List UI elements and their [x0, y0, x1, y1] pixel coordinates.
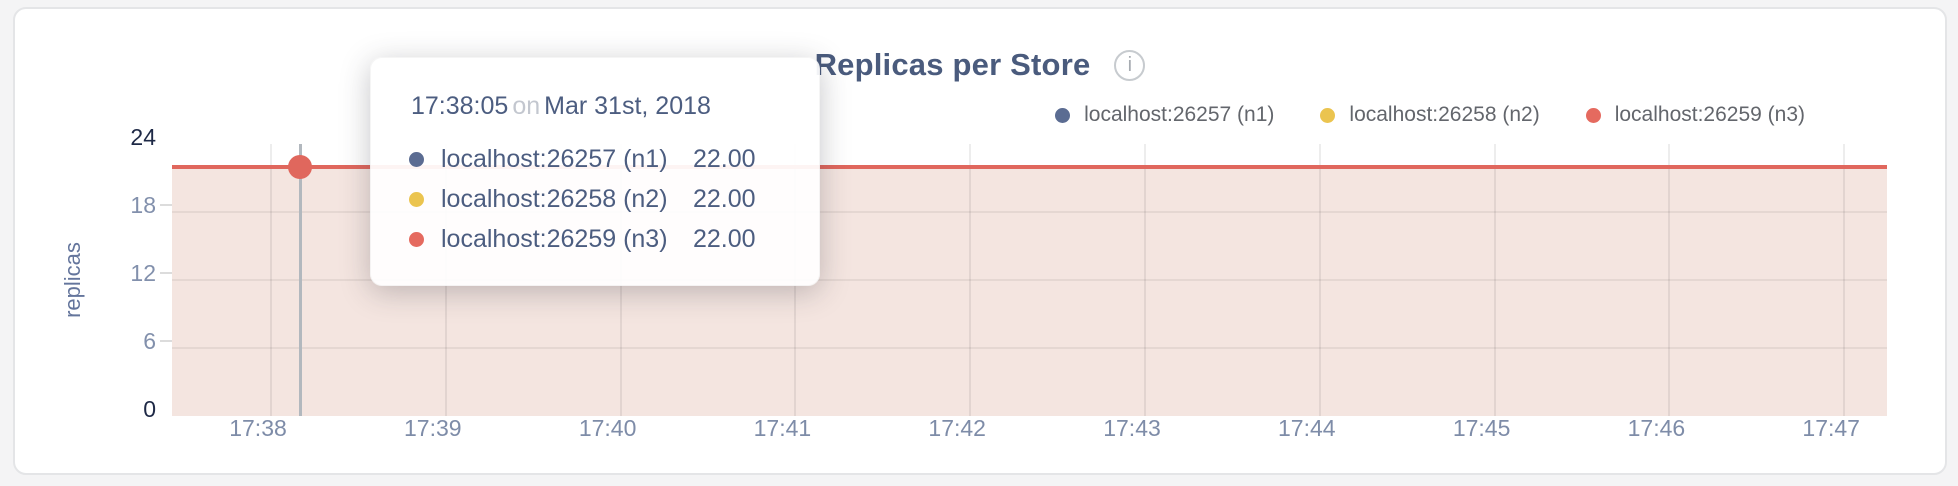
- legend-swatch-icon: [1320, 107, 1336, 123]
- x-axis-tick-label: 17:47: [1802, 415, 1860, 441]
- x-axis-tick-label: 17:46: [1627, 415, 1686, 441]
- vertical-gridline: [1144, 144, 1146, 416]
- vertical-gridline: [270, 144, 272, 416]
- y-axis-tick-label: 6: [143, 328, 156, 354]
- legend-item-label: localhost:26258 (n2): [1349, 103, 1540, 126]
- info-icon[interactable]: i: [1114, 49, 1146, 81]
- tooltip-time: 17:38:05: [411, 92, 509, 120]
- chart-card: Replicas per Store i localhost:26257 (n1…: [13, 7, 1947, 475]
- vertical-gridline: [1318, 144, 1321, 416]
- chart-header: Replicas per Store i: [15, 47, 1945, 83]
- hover-point: [288, 155, 312, 179]
- tooltip-series-value: 22.00: [693, 185, 756, 213]
- legend: localhost:26257 (n1) localhost:26258 (n2)…: [1055, 103, 1805, 127]
- info-icon-glyph: i: [1127, 53, 1133, 76]
- tooltip-series-row: localhost:26259 (n3) 22.00: [371, 220, 819, 260]
- series-line: [172, 165, 1887, 169]
- horizontal-gridline: [172, 279, 1887, 281]
- x-axis-tick-label: 17:40: [578, 415, 637, 441]
- y-axis-tick-label: 0: [143, 396, 156, 422]
- tooltip-connector: on: [512, 92, 541, 120]
- chart-tooltip: 17:38:05 on Mar 31st, 2018 localhost:26257…: [370, 57, 820, 286]
- x-axis-tick-label: 17:43: [1103, 415, 1161, 441]
- x-axis-tick-label: 17:41: [753, 415, 812, 441]
- chart-title: Replicas per Store: [814, 47, 1091, 82]
- tooltip-series-value: 22.00: [693, 225, 756, 253]
- tooltip-date: Mar 31st, 2018: [544, 92, 711, 120]
- x-axis-tick-label: 17:45: [1452, 415, 1511, 441]
- vertical-gridline: [969, 144, 972, 416]
- horizontal-gridline: [172, 211, 1887, 213]
- x-axis-tick-label: 17:38: [229, 415, 287, 441]
- x-axis-tick-label: 17:44: [1278, 415, 1336, 441]
- y-axis-tickmark: [160, 340, 172, 342]
- horizontal-gridline: [172, 347, 1887, 349]
- legend-item[interactable]: localhost:26259 (n3): [1585, 103, 1805, 127]
- tooltip-series-value: 22.00: [693, 145, 756, 173]
- vertical-gridline: [1843, 144, 1846, 416]
- legend-item[interactable]: localhost:26257 (n1): [1055, 103, 1274, 127]
- legend-swatch-icon: [1055, 107, 1071, 123]
- legend-item-label: localhost:26259 (n3): [1614, 103, 1805, 126]
- tooltip-series-label: localhost:26259 (n3): [441, 225, 668, 253]
- x-axis-tick-label: 17:39: [404, 415, 462, 441]
- legend-item[interactable]: localhost:26258 (n2): [1320, 103, 1540, 127]
- tooltip-series-label: localhost:26257 (n1): [441, 145, 668, 173]
- legend-item-label: localhost:26257 (n1): [1084, 103, 1275, 126]
- tooltip-series-dot-icon: [409, 232, 424, 247]
- vertical-gridline: [1668, 144, 1671, 416]
- y-axis-tick-label: 24: [130, 124, 156, 150]
- hover-guideline: [299, 144, 302, 416]
- x-axis-tick-label: 17:42: [928, 415, 986, 441]
- tooltip-header: 17:38:05 on Mar 31st, 2018: [411, 92, 711, 121]
- tooltip-series-row: localhost:26257 (n1) 22.00: [371, 140, 819, 180]
- y-axis-tickmark: [160, 272, 172, 274]
- legend-swatch-icon: [1585, 107, 1601, 123]
- tooltip-series-label: localhost:26258 (n2): [441, 185, 668, 213]
- vertical-gridline: [1493, 144, 1496, 416]
- tooltip-rows: localhost:26257 (n1) 22.00 localhost:26258…: [371, 140, 819, 260]
- tooltip-series-dot-icon: [409, 192, 424, 207]
- tooltip-series-dot-icon: [409, 152, 424, 167]
- y-axis-tickmark: [160, 204, 172, 206]
- y-axis-tick-label: 12: [130, 260, 156, 286]
- y-axis-tick-label: 18: [130, 192, 156, 218]
- tooltip-series-row: localhost:26258 (n2) 22.00: [371, 180, 819, 220]
